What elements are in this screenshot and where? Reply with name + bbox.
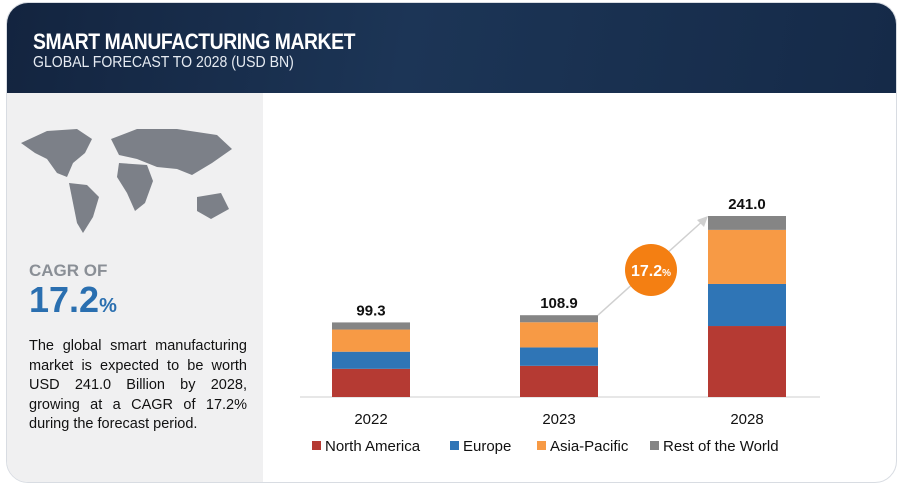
bar-segment-asia-pacific-2022 — [332, 329, 410, 352]
cagr-unit: % — [99, 295, 117, 317]
bar-segment-rest-of-the-world-2028 — [708, 216, 786, 230]
x-tick-2023: 2023 — [542, 411, 575, 428]
bar-segment-europe-2028 — [708, 283, 786, 327]
legend-swatch-asia-pacific — [537, 441, 546, 450]
bar-segment-asia-pacific-2028 — [708, 229, 786, 284]
cagr-number: 17.2 — [29, 279, 100, 320]
bar-segment-rest-of-the-world-2023 — [520, 315, 598, 323]
total-label-2023: 108.9 — [540, 295, 578, 312]
bar-segment-europe-2023 — [520, 347, 598, 366]
page-subtitle: GLOBAL FORECAST TO 2028 (USD BN) — [33, 54, 294, 71]
cagr-label: CAGR OF — [29, 261, 108, 280]
bar-segment-north-america-2023 — [520, 365, 598, 397]
bar-segment-asia-pacific-2023 — [520, 322, 598, 348]
cagr-value: 17.2% — [29, 279, 117, 321]
bar-segment-north-america-2028 — [708, 326, 786, 397]
cagr-badge-label: 17.2% — [631, 263, 671, 280]
summary-panel: CAGR OF 17.2% The global smart manufactu… — [7, 93, 263, 482]
total-label-2022: 99.3 — [356, 302, 385, 319]
total-label-2028: 241.0 — [728, 196, 766, 213]
bar-segment-rest-of-the-world-2022 — [332, 322, 410, 330]
legend-label: Rest of the World — [663, 438, 779, 455]
cagr-badge — [625, 244, 677, 296]
market-description: The global smart manufacturing market is… — [29, 338, 247, 433]
bar-segment-europe-2022 — [332, 351, 410, 369]
bar-segment-north-america-2022 — [332, 368, 410, 397]
header-banner: SMART MANUFACTURING MARKET GLOBAL FORECA… — [7, 3, 896, 93]
x-tick-2022: 2022 — [354, 411, 387, 428]
legend-swatch-north-america — [312, 441, 321, 450]
legend-label: Europe — [463, 438, 511, 455]
page-title: SMART MANUFACTURING MARKET — [33, 29, 355, 54]
arrow-head-icon — [697, 216, 708, 227]
legend-swatch-europe — [450, 441, 459, 450]
legend-label: North America — [325, 438, 421, 455]
legend-label: Asia-Pacific — [550, 438, 629, 455]
world-map-icon — [21, 129, 232, 233]
legend-swatch-rest-of-the-world — [650, 441, 659, 450]
x-tick-2028: 2028 — [730, 411, 763, 428]
